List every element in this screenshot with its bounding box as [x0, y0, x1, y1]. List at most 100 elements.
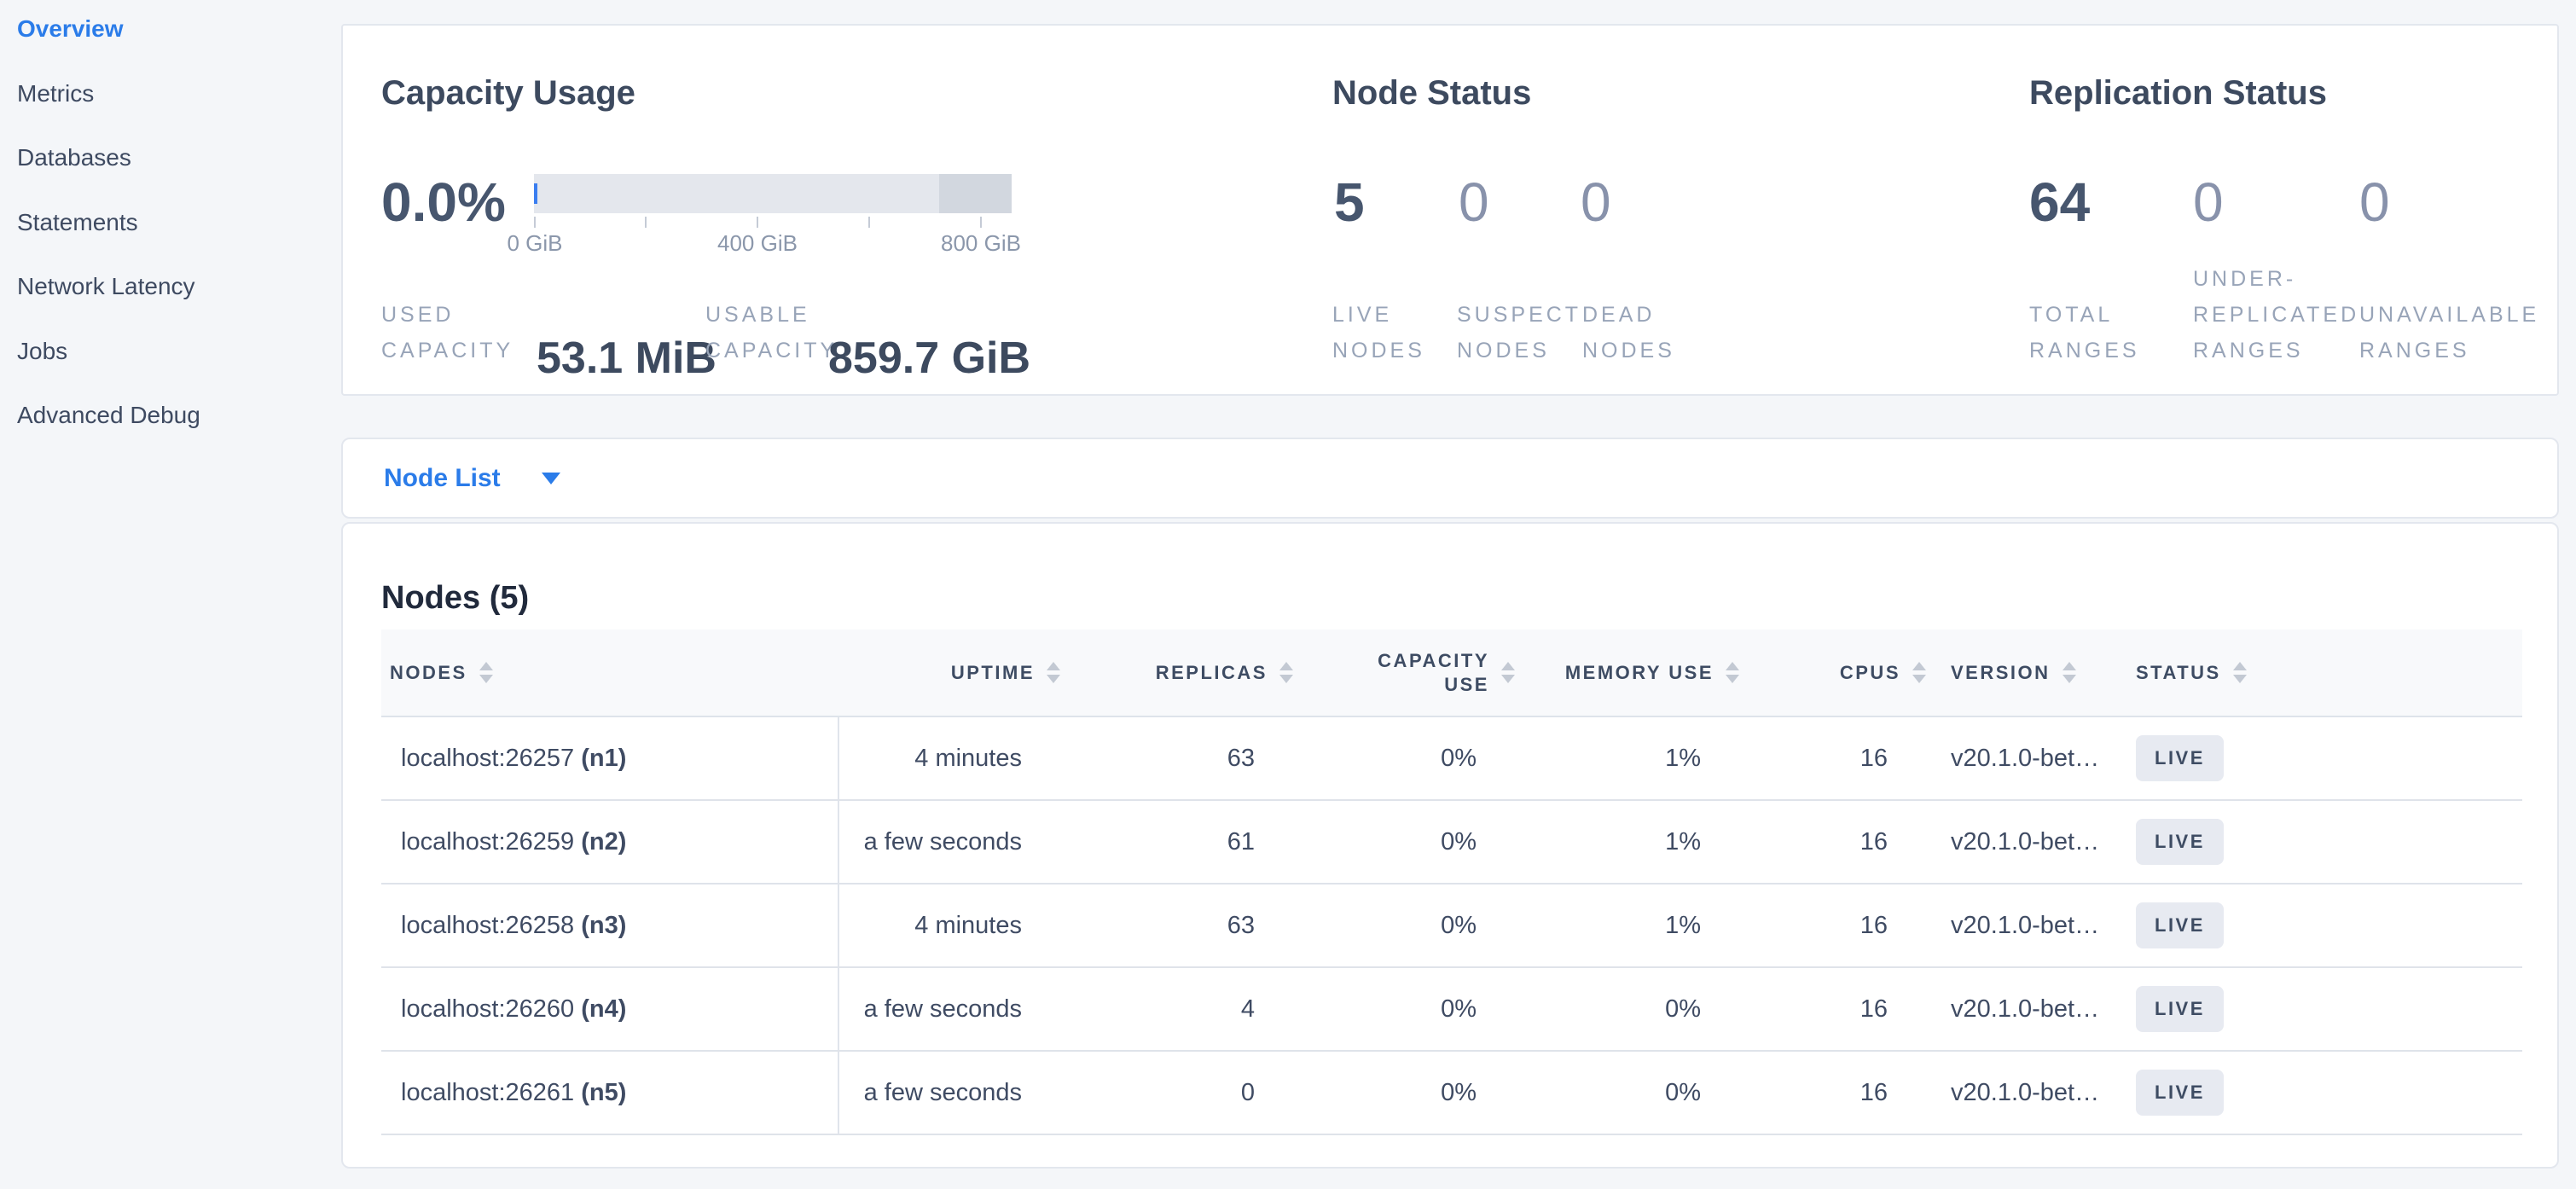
sort-icon — [1912, 662, 1926, 683]
live-nodes-label: LIVE NODES — [1332, 297, 1425, 368]
dead-nodes-label: DEAD NODES — [1582, 297, 1675, 368]
column-header-uptime[interactable]: UPTIME — [838, 629, 1060, 717]
node-id: (n3) — [581, 911, 627, 939]
table-row: localhost:26259 (n2) a few seconds 61 0%… — [381, 800, 2522, 884]
replicas-cell: 0 — [1060, 1051, 1293, 1135]
cpus-cell: 16 — [1739, 884, 1926, 968]
sort-icon — [1501, 662, 1515, 683]
axis-label-0: 0 GiB — [507, 230, 563, 256]
column-header-cpus-label: CPUS — [1839, 661, 1900, 683]
column-header-version[interactable]: VERSION — [1926, 629, 2117, 717]
column-header-memory-use[interactable]: MEMORY USE — [1515, 629, 1739, 717]
capacity-bar-other-segment — [939, 174, 1012, 213]
capacity-use-cell: 0% — [1293, 716, 1515, 801]
axis-label-400: 400 GiB — [717, 230, 798, 256]
status-cell: LIVE — [2117, 967, 2522, 1052]
sort-icon — [1047, 662, 1060, 683]
node-address: localhost:26257 — [401, 744, 575, 772]
table-row: localhost:26261 (n5) a few seconds 0 0% … — [381, 1051, 2522, 1135]
column-header-cpus[interactable]: CPUS — [1739, 629, 1926, 717]
chevron-down-icon — [541, 472, 560, 484]
under-replicated-label-line3: RANGES — [2193, 339, 2304, 362]
column-header-status[interactable]: STATUS — [2117, 629, 2522, 717]
node-status-section: Node Status 5 0 0 LIVE NODES SUSPECT NOD… — [1332, 26, 2015, 397]
total-ranges-label-line1: TOTAL — [2029, 303, 2114, 327]
sort-icon — [2232, 662, 2247, 683]
sidebar-item-jobs[interactable]: Jobs — [17, 338, 68, 364]
status-badge: LIVE — [2136, 1070, 2224, 1116]
node-address: localhost:26258 — [401, 911, 575, 939]
version-cell: v20.1.0-bet… — [1926, 1051, 2117, 1135]
total-ranges-count: 64 — [2029, 171, 2091, 233]
status-cell: LIVE — [2117, 884, 2522, 968]
sort-icon — [479, 662, 493, 683]
suspect-nodes-label-line1: SUSPECT — [1457, 303, 1582, 327]
node-address-cell[interactable]: localhost:26258 (n3) — [381, 884, 839, 968]
uptime-cell: 4 minutes — [838, 884, 1060, 968]
column-header-nodes[interactable]: NODES — [381, 629, 838, 717]
nodes-table: NODES UPTIME REPLICAS CAPACITY USE — [381, 629, 2522, 1135]
dead-nodes-label-line2: NODES — [1582, 339, 1675, 362]
status-badge: LIVE — [2136, 986, 2224, 1032]
sidebar-item-metrics[interactable]: Metrics — [17, 80, 95, 107]
axis-label-800: 800 GiB — [941, 230, 1021, 256]
column-header-capacity-use[interactable]: CAPACITY USE — [1293, 629, 1515, 717]
unavailable-ranges-label: UNAVAILABLE RANGES — [2359, 297, 2539, 368]
used-capacity-label-line2: CAPACITY — [381, 339, 514, 362]
replicas-cell: 63 — [1060, 716, 1293, 801]
node-address-cell[interactable]: localhost:26259 (n2) — [381, 800, 839, 884]
node-address-cell[interactable]: localhost:26261 (n5) — [381, 1051, 839, 1135]
total-ranges-label-line2: RANGES — [2029, 339, 2140, 362]
status-cell: LIVE — [2117, 1051, 2522, 1135]
version-cell: v20.1.0-bet… — [1926, 716, 2117, 801]
used-capacity-label: USED CAPACITY — [381, 297, 513, 368]
status-cell: LIVE — [2117, 800, 2522, 884]
sidebar-item-overview[interactable]: Overview — [17, 15, 124, 42]
memory-use-cell: 0% — [1515, 1051, 1739, 1135]
memory-use-cell: 1% — [1515, 800, 1739, 884]
under-replicated-label-line1: UNDER- — [2193, 267, 2297, 291]
column-header-replicas-label: REPLICAS — [1155, 661, 1268, 683]
axis-tick — [757, 217, 758, 228]
node-list-card: Node List — [341, 438, 2559, 519]
under-replicated-label-line2: REPLICATED — [2193, 303, 2360, 327]
cpus-cell: 16 — [1739, 716, 1926, 801]
live-nodes-count: 5 — [1334, 171, 1365, 233]
table-row: localhost:26260 (n4) a few seconds 4 0% … — [381, 967, 2522, 1052]
sidebar-item-advanced-debug[interactable]: Advanced Debug — [17, 402, 200, 428]
node-address: localhost:26260 — [401, 995, 575, 1023]
table-row: localhost:26257 (n1) 4 minutes 63 0% 1% … — [381, 716, 2522, 801]
node-id: (n4) — [581, 995, 627, 1023]
node-address-cell[interactable]: localhost:26260 (n4) — [381, 967, 839, 1052]
sidebar-item-network-latency[interactable]: Network Latency — [17, 273, 195, 299]
usable-capacity-label-line2: CAPACITY — [705, 339, 838, 362]
table-header-row: NODES UPTIME REPLICAS CAPACITY USE — [381, 629, 2522, 717]
axis-tick — [534, 217, 536, 228]
total-ranges-label: TOTAL RANGES — [2029, 297, 2140, 368]
capacity-use-cell: 0% — [1293, 967, 1515, 1052]
cpus-cell: 16 — [1739, 1051, 1926, 1135]
column-header-nodes-label: NODES — [390, 661, 467, 683]
under-replicated-ranges-label: UNDER- REPLICATED RANGES — [2193, 261, 2359, 368]
live-nodes-label-line1: LIVE — [1332, 303, 1393, 327]
dead-nodes-label-line1: DEAD — [1582, 303, 1656, 327]
column-header-replicas[interactable]: REPLICAS — [1060, 629, 1293, 717]
used-capacity-value: 53.1 MiB — [537, 334, 717, 383]
memory-use-cell: 0% — [1515, 967, 1739, 1052]
column-header-status-label: STATUS — [2136, 661, 2221, 683]
replicas-cell: 61 — [1060, 800, 1293, 884]
node-list-dropdown-label: Node List — [384, 463, 501, 492]
axis-tick — [645, 217, 647, 228]
memory-use-cell: 1% — [1515, 884, 1739, 968]
sidebar-item-statements[interactable]: Statements — [17, 209, 138, 235]
node-list-dropdown[interactable]: Node List — [384, 439, 560, 517]
node-status-title: Node Status — [1332, 74, 1532, 112]
dead-nodes-count: 0 — [1581, 171, 1611, 233]
capacity-use-cell: 0% — [1293, 1051, 1515, 1135]
capacity-use-cell: 0% — [1293, 800, 1515, 884]
sidebar-item-databases[interactable]: Databases — [17, 144, 131, 171]
node-address-cell[interactable]: localhost:26257 (n1) — [381, 716, 839, 801]
sort-icon — [1726, 662, 1739, 683]
suspect-nodes-label: SUSPECT NODES — [1457, 297, 1581, 368]
